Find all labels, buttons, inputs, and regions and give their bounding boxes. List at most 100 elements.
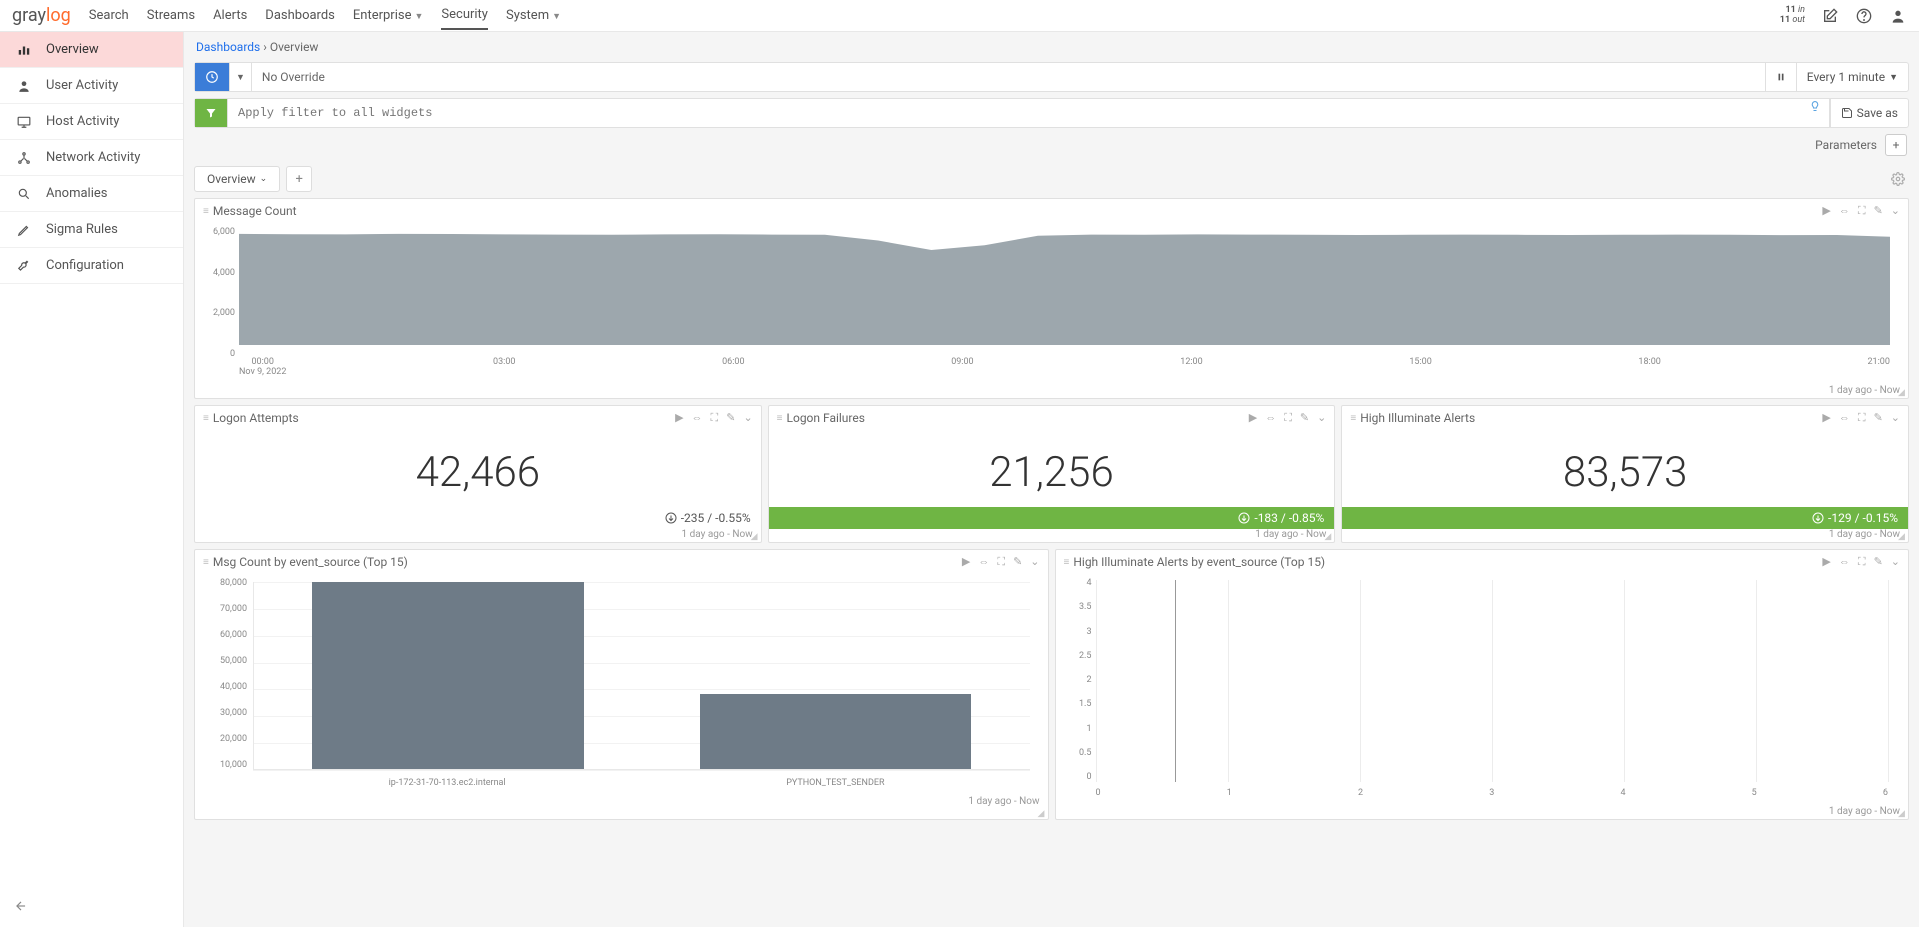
play-icon[interactable]: ▶	[1822, 411, 1830, 425]
topnav-right: 11 in 11 out	[1780, 6, 1907, 26]
play-icon[interactable]: ▶	[1822, 555, 1830, 569]
search-icon	[16, 187, 32, 201]
tab-overview[interactable]: Overview ⌄	[194, 166, 280, 192]
resize-handle-icon[interactable]: ◢	[751, 532, 759, 540]
stat-value: 21,256	[769, 430, 1335, 507]
chevron-down-icon[interactable]: ⌄	[1891, 204, 1900, 218]
breadcrumb-root[interactable]: Dashboards	[196, 40, 260, 54]
user-menu-icon[interactable]	[1889, 7, 1907, 25]
x-tick: 00:00Nov 9, 2022	[239, 357, 286, 377]
bar-rect	[700, 694, 971, 769]
y-tick: 6,000	[207, 227, 235, 237]
play-icon[interactable]: ▶	[675, 411, 683, 425]
chevron-down-icon[interactable]: ⌄	[1030, 555, 1039, 569]
filter-bar: Save as	[194, 98, 1909, 128]
edit-widget-icon[interactable]: ✎	[1874, 204, 1883, 218]
edit-icon[interactable]	[1821, 7, 1839, 25]
sidebar-item-label: Configuration	[46, 258, 124, 273]
y-tick: 1	[1068, 724, 1092, 734]
resize-handle-icon[interactable]: ◢	[1898, 532, 1906, 540]
bar-column	[642, 582, 1030, 769]
trend-indicator: -183 / -0.85%	[769, 507, 1335, 529]
add-tab-button[interactable]: +	[286, 166, 312, 192]
nav-enterprise[interactable]: Enterprise▼	[353, 2, 424, 29]
bar-chart: 80,00070,00060,00050,00040,00030,00020,0…	[207, 578, 1036, 788]
drag-handle-icon[interactable]: ≡	[1064, 557, 1068, 568]
x-tick: 09:00	[951, 357, 973, 377]
resize-handle-icon[interactable]: ◢	[1038, 809, 1046, 817]
y-tick: 40,000	[207, 682, 247, 692]
resize-handle-icon[interactable]: ◢	[1324, 532, 1332, 540]
widget-actions: ▶ ⇔ ⛶ ✎ ⌄	[1822, 204, 1900, 218]
sidebar-collapse-button[interactable]	[0, 885, 183, 927]
add-parameter-button[interactable]: +	[1885, 134, 1907, 156]
resize-handle-icon[interactable]: ◢	[1898, 809, 1906, 817]
expand-h-icon[interactable]: ⇔	[1839, 204, 1850, 218]
filter-apply-button[interactable]	[195, 99, 228, 127]
trend-delta: -183 / -0.85%	[1254, 511, 1324, 525]
filter-hint-icon[interactable]	[1801, 99, 1829, 127]
y-tick: 0	[1068, 772, 1092, 782]
pause-refresh-button[interactable]	[1766, 63, 1796, 91]
filter-input[interactable]	[228, 99, 1801, 127]
play-icon[interactable]: ▶	[1822, 204, 1830, 218]
y-tick: 3.5	[1068, 602, 1092, 612]
fullscreen-icon[interactable]: ⛶	[1858, 204, 1866, 218]
resize-handle-icon[interactable]: ◢	[1898, 388, 1906, 396]
edit-widget-icon[interactable]: ✎	[1013, 555, 1022, 569]
drag-handle-icon[interactable]: ≡	[203, 206, 207, 217]
play-icon[interactable]: ▶	[962, 555, 970, 569]
refresh-interval-dropdown[interactable]: Every 1 minute ▼	[1796, 63, 1908, 91]
nav-system[interactable]: System▼	[506, 2, 561, 29]
sidebar-item-host-activity[interactable]: Host Activity	[0, 104, 183, 140]
time-picker-button[interactable]	[195, 63, 230, 91]
widget-footer: 1 day ago - Now	[195, 796, 1048, 809]
edit-widget-icon[interactable]: ✎	[726, 411, 735, 425]
edit-widget-icon[interactable]: ✎	[1874, 555, 1883, 569]
expand-h-icon[interactable]: ⇔	[692, 411, 703, 425]
chevron-down-icon[interactable]: ⌄	[1891, 411, 1900, 425]
nav-streams[interactable]: Streams	[147, 2, 195, 29]
widget-stat-1: ≡Logon Failures▶⇔⛶✎⌄21,256-183 / -0.85%1…	[768, 405, 1336, 543]
sidebar-item-sigma-rules[interactable]: Sigma Rules	[0, 212, 183, 248]
sidebar-item-configuration[interactable]: Configuration	[0, 248, 183, 284]
edit-widget-icon[interactable]: ✎	[1874, 411, 1883, 425]
fullscreen-icon[interactable]: ⛶	[711, 411, 719, 425]
dashboard-settings-icon[interactable]	[1891, 172, 1909, 186]
widget-footer: 1 day ago - Now	[769, 529, 1335, 542]
help-icon[interactable]	[1855, 7, 1873, 25]
nav-dashboards[interactable]: Dashboards	[265, 2, 335, 29]
sidebar-item-user-activity[interactable]: User Activity	[0, 68, 183, 104]
widget-title: Msg Count by event_source (Top 15)	[213, 555, 962, 569]
nav-search[interactable]: Search	[89, 2, 129, 29]
chevron-down-icon[interactable]: ⌄	[743, 411, 752, 425]
play-icon[interactable]: ▶	[1249, 411, 1257, 425]
fullscreen-icon[interactable]: ⛶	[1858, 555, 1866, 569]
expand-h-icon[interactable]: ⇔	[1839, 411, 1850, 425]
edit-widget-icon[interactable]: ✎	[1300, 411, 1309, 425]
y-tick: 2	[1068, 675, 1092, 685]
expand-h-icon[interactable]: ⇔	[978, 555, 989, 569]
drag-handle-icon[interactable]: ≡	[1350, 413, 1354, 424]
nav-alerts[interactable]: Alerts	[213, 2, 247, 29]
time-picker-dropdown[interactable]: ▼	[230, 63, 252, 91]
drag-handle-icon[interactable]: ≡	[203, 557, 207, 568]
expand-h-icon[interactable]: ⇔	[1839, 555, 1850, 569]
chevron-down-icon[interactable]: ⌄	[1891, 555, 1900, 569]
sidebar-item-overview[interactable]: Overview	[0, 32, 183, 68]
x-tick: 06:00	[722, 357, 744, 377]
drag-handle-icon[interactable]: ≡	[777, 413, 781, 424]
save-as-button[interactable]: Save as	[1830, 99, 1908, 127]
fullscreen-icon[interactable]: ⛶	[1284, 411, 1292, 425]
x-tick: 0	[1096, 788, 1101, 798]
fullscreen-icon[interactable]: ⛶	[997, 555, 1005, 569]
sidebar-item-anomalies[interactable]: Anomalies	[0, 176, 183, 212]
chevron-down-icon[interactable]: ⌄	[1317, 411, 1326, 425]
bar-column	[254, 582, 642, 769]
nav-security[interactable]: Security	[441, 1, 488, 30]
drag-handle-icon[interactable]: ≡	[203, 413, 207, 424]
expand-h-icon[interactable]: ⇔	[1265, 411, 1276, 425]
fullscreen-icon[interactable]: ⛶	[1858, 411, 1866, 425]
x-tick: 2	[1358, 788, 1363, 798]
sidebar-item-network-activity[interactable]: Network Activity	[0, 140, 183, 176]
